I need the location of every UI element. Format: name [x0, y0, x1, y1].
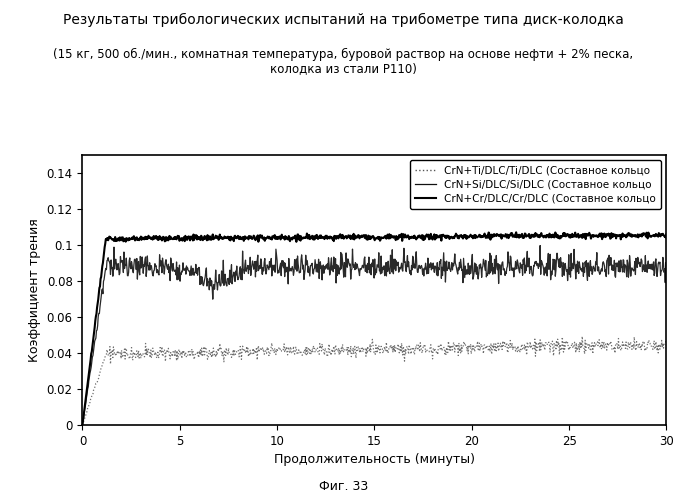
Text: Результаты трибологических испытаний на трибометре типа диск-колодка: Результаты трибологических испытаний на …: [63, 12, 624, 26]
Legend: CrN+Ti/DLC/Ti/DLC (Составное кольцо, CrN+Si/DLC/Si/DLC (Составное кольцо, CrN+Cr: CrN+Ti/DLC/Ti/DLC (Составное кольцо, CrN…: [410, 160, 661, 209]
Y-axis label: Коэффициент трения: Коэффициент трения: [28, 218, 41, 362]
Text: Фиг. 33: Фиг. 33: [319, 480, 368, 492]
Text: (15 кг, 500 об./мин., комнатная температура, буровой раствор на основе нефти + 2: (15 кг, 500 об./мин., комнатная температ…: [54, 48, 633, 76]
X-axis label: Продолжительность (минуты): Продолжительность (минуты): [274, 454, 475, 466]
